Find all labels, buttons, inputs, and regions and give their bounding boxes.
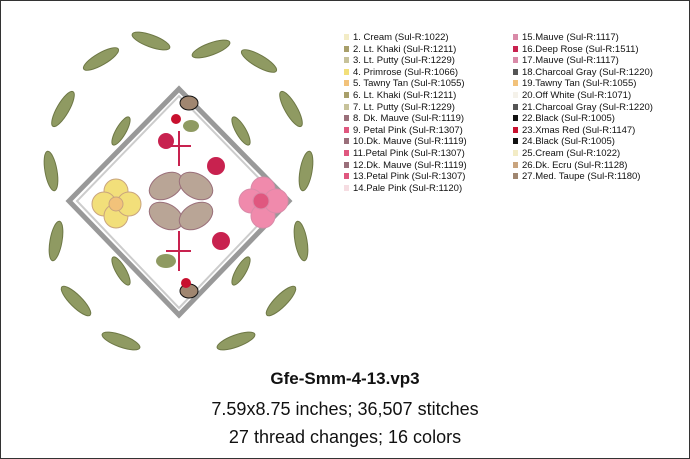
thread-label: 20.Off White (Sul-R:1071)	[522, 90, 631, 101]
thread-swatch	[513, 80, 518, 86]
thread-label: 25.Cream (Sul-R:1022)	[522, 148, 620, 159]
change-info: 27 thread changes; 16 colors	[1, 427, 689, 448]
thread-label: 24.Black (Sul-R:1005)	[522, 136, 615, 147]
thread-entry: 8. Dk. Mauve (Sul-R:1119)	[344, 113, 464, 124]
thread-label: 19.Tawny Tan (Sul-R:1055)	[522, 78, 636, 89]
thread-swatch	[513, 115, 518, 121]
thread-entry: 26.Dk. Ecru (Sul-R:1128)	[513, 160, 627, 171]
thread-swatch	[344, 80, 349, 86]
thread-label: 21.Charcoal Gray (Sul-R:1220)	[522, 102, 653, 113]
thread-entry: 4. Primrose (Sul-R:1066)	[344, 67, 458, 78]
thread-label: 18.Charcoal Gray (Sul-R:1220)	[522, 67, 653, 78]
thread-swatch	[513, 138, 518, 144]
design-preview	[1, 1, 351, 361]
thread-swatch	[513, 150, 518, 156]
thread-entry: 5. Tawny Tan (Sul-R:1055)	[344, 78, 465, 89]
thread-swatch	[513, 162, 518, 168]
thread-label: 7. Lt. Putty (Sul-R:1229)	[353, 102, 455, 113]
thread-label: 1. Cream (Sul-R:1022)	[353, 32, 449, 43]
thread-label: 12.Dk. Mauve (Sul-R:1119)	[353, 160, 467, 171]
thread-swatch	[344, 115, 349, 121]
thread-entry: 27.Med. Taupe (Sul-R:1180)	[513, 171, 640, 182]
thread-entry: 18.Charcoal Gray (Sul-R:1220)	[513, 67, 653, 78]
thread-entry: 19.Tawny Tan (Sul-R:1055)	[513, 78, 636, 89]
thread-label: 3. Lt. Putty (Sul-R:1229)	[353, 55, 455, 66]
thread-label: 13.Petal Pink (Sul-R:1307)	[353, 171, 465, 182]
thread-swatch	[344, 104, 349, 110]
thread-swatch	[344, 69, 349, 75]
thread-swatch	[344, 46, 349, 52]
thread-entry: 10.Dk. Mauve (Sul-R:1119)	[344, 136, 467, 147]
thread-entry: 3. Lt. Putty (Sul-R:1229)	[344, 55, 455, 66]
thread-label: 22.Black (Sul-R:1005)	[522, 113, 615, 124]
thread-entry: 25.Cream (Sul-R:1022)	[513, 148, 620, 159]
thread-swatch	[344, 162, 349, 168]
thread-entry: 24.Black (Sul-R:1005)	[513, 136, 615, 147]
thread-label: 8. Dk. Mauve (Sul-R:1119)	[353, 113, 464, 124]
thread-swatch	[344, 150, 349, 156]
thread-swatch	[344, 138, 349, 144]
thread-entry: 11.Petal Pink (Sul-R:1307)	[344, 148, 465, 159]
thread-entry: 14.Pale Pink (Sul-R:1120)	[344, 183, 462, 194]
thread-entry: 23.Xmas Red (Sul-R:1147)	[513, 125, 635, 136]
thread-entry: 13.Petal Pink (Sul-R:1307)	[344, 171, 465, 182]
thread-swatch	[513, 127, 518, 133]
thread-swatch	[513, 57, 518, 63]
thread-entry: 1. Cream (Sul-R:1022)	[344, 32, 449, 43]
thread-entry: 6. Lt. Khaki (Sul-R:1211)	[344, 90, 456, 101]
thread-label: 9. Petal Pink (Sul-R:1307)	[353, 125, 463, 136]
thread-entry: 7. Lt. Putty (Sul-R:1229)	[344, 102, 455, 113]
thread-entry: 9. Petal Pink (Sul-R:1307)	[344, 125, 463, 136]
thread-label: 14.Pale Pink (Sul-R:1120)	[353, 183, 462, 194]
thread-label: 27.Med. Taupe (Sul-R:1180)	[522, 171, 640, 182]
thread-label: 2. Lt. Khaki (Sul-R:1211)	[353, 44, 456, 55]
thread-entry: 2. Lt. Khaki (Sul-R:1211)	[344, 44, 456, 55]
thread-swatch	[344, 127, 349, 133]
thread-label: 11.Petal Pink (Sul-R:1307)	[353, 148, 465, 159]
thread-label: 23.Xmas Red (Sul-R:1147)	[522, 125, 635, 136]
thread-swatch	[513, 92, 518, 98]
thread-label: 26.Dk. Ecru (Sul-R:1128)	[522, 160, 627, 171]
thread-swatch	[513, 104, 518, 110]
thread-label: 5. Tawny Tan (Sul-R:1055)	[353, 78, 465, 89]
thread-label: 6. Lt. Khaki (Sul-R:1211)	[353, 90, 456, 101]
thread-entry: 15.Mauve (Sul-R:1117)	[513, 32, 619, 43]
thread-swatch	[344, 173, 349, 179]
thread-swatch	[344, 34, 349, 40]
thread-entry: 22.Black (Sul-R:1005)	[513, 113, 615, 124]
thread-swatch	[344, 92, 349, 98]
thread-swatch	[513, 34, 518, 40]
thread-entry: 17.Mauve (Sul-R:1117)	[513, 55, 619, 66]
thread-label: 16.Deep Rose (Sul-R:1511)	[522, 44, 639, 55]
thread-label: 15.Mauve (Sul-R:1117)	[522, 32, 619, 43]
thread-swatch	[344, 185, 349, 191]
thread-entry: 12.Dk. Mauve (Sul-R:1119)	[344, 160, 467, 171]
thread-entry: 21.Charcoal Gray (Sul-R:1220)	[513, 102, 653, 113]
thread-swatch	[344, 57, 349, 63]
thread-swatch	[513, 69, 518, 75]
thread-label: 10.Dk. Mauve (Sul-R:1119)	[353, 136, 467, 147]
thread-entry: 16.Deep Rose (Sul-R:1511)	[513, 44, 639, 55]
thread-label: 17.Mauve (Sul-R:1117)	[522, 55, 619, 66]
thread-label: 4. Primrose (Sul-R:1066)	[353, 67, 458, 78]
thread-swatch	[513, 46, 518, 52]
size-info: 7.59x8.75 inches; 36,507 stitches	[1, 399, 689, 420]
page: 1. Cream (Sul-R:1022)2. Lt. Khaki (Sul-R…	[0, 0, 690, 459]
file-name: Gfe-Smm-4-13.vp3	[1, 369, 689, 389]
thread-swatch	[513, 173, 518, 179]
thread-entry: 20.Off White (Sul-R:1071)	[513, 90, 631, 101]
